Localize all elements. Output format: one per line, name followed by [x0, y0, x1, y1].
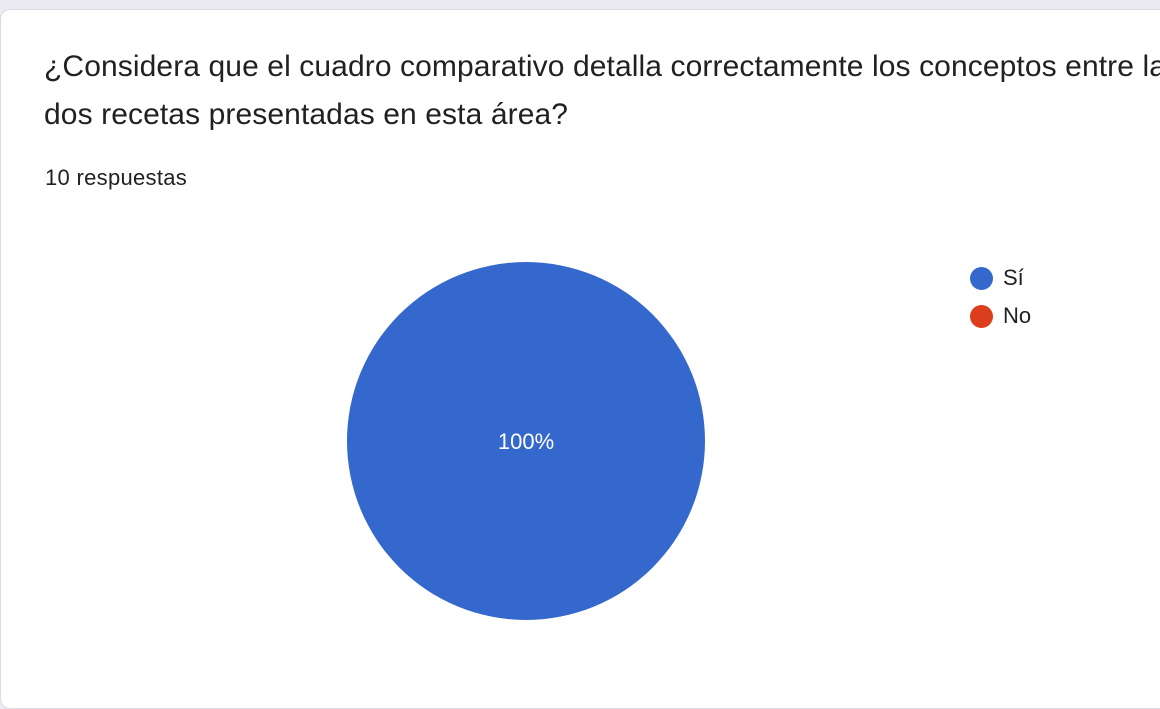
pie-chart: 100%	[347, 262, 705, 620]
legend-item: No	[970, 297, 1031, 335]
legend-swatch	[970, 304, 993, 328]
legend-swatch	[970, 266, 993, 290]
response-count: 10 respuestas	[45, 165, 188, 190]
chart-legend: Sí No	[970, 259, 1031, 335]
question-title: ¿Considera que el cuadro comparativo det…	[44, 50, 1160, 131]
legend-label: No	[1003, 303, 1032, 328]
pie-slice-si	[347, 262, 705, 620]
legend-item: Sí	[970, 259, 1031, 297]
legend-label: Sí	[1003, 265, 1024, 290]
pie-slice-label: 100%	[498, 429, 554, 454]
